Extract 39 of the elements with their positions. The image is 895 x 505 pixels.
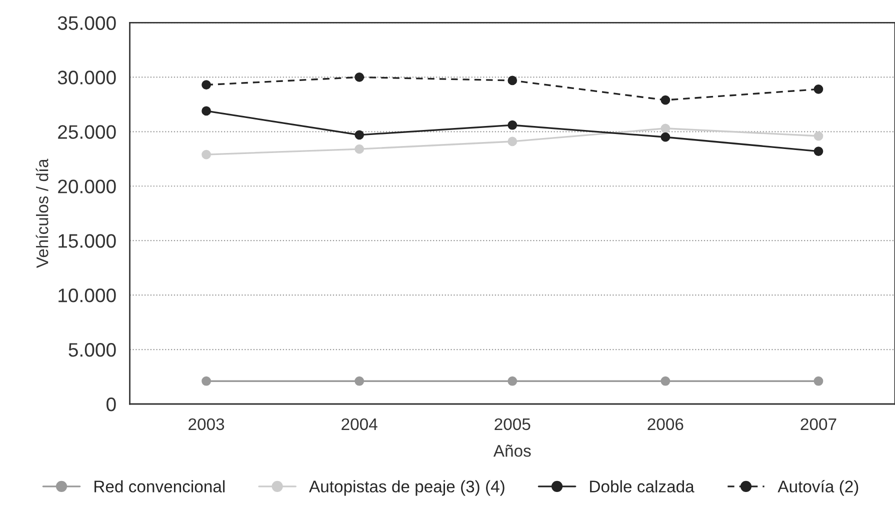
point [508, 76, 518, 86]
point [814, 84, 824, 94]
legend-label: Doble calzada [590, 480, 694, 492]
x-axis-title: Años [493, 444, 531, 457]
x-tick-label: 2005 [494, 418, 530, 430]
point [202, 150, 211, 160]
point [354, 72, 364, 82]
point [814, 376, 824, 386]
y-tick-label: 20.000 [58, 180, 116, 194]
y-tick-label: 15.000 [58, 234, 116, 248]
point [508, 136, 518, 146]
point [814, 131, 824, 141]
point [354, 144, 364, 154]
point [508, 376, 518, 386]
point [202, 376, 211, 386]
y-tick-label: 10.000 [58, 288, 116, 302]
point [202, 106, 211, 116]
x-tick-label: 2006 [648, 418, 684, 430]
point [660, 95, 670, 105]
x-tick-label: 2007 [800, 418, 836, 430]
point [202, 80, 211, 90]
legend-label: Red convencional [94, 480, 225, 492]
y-tick-label: 0 [106, 397, 116, 412]
point [660, 132, 670, 142]
y-axis-title: Vehículos / día [36, 158, 48, 268]
y-tick-label: 30.000 [58, 70, 116, 84]
point [660, 376, 670, 386]
legend-label: Autopistas de peaje (3) (4) [309, 480, 504, 496]
point [354, 130, 364, 140]
legend-label: Autovía (2) [778, 480, 858, 496]
y-tick-label: 5.000 [68, 343, 116, 357]
y-tick-label: 35.000 [58, 16, 116, 30]
point [508, 120, 518, 130]
point [354, 376, 364, 386]
x-tick-label: 2003 [188, 418, 224, 430]
x-tick-label: 2004 [342, 418, 378, 430]
y-tick-label: 25.000 [58, 125, 116, 139]
point [814, 146, 824, 156]
point [660, 124, 670, 134]
